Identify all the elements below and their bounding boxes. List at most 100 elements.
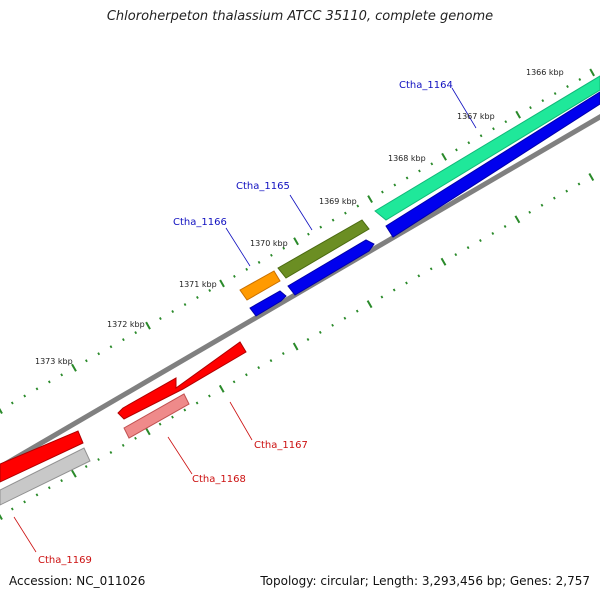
inner-minor-tick: [281, 352, 285, 356]
leader-ctha-1167: [229, 401, 253, 441]
inner-minor-tick: [208, 394, 211, 398]
gene-ctha-1169[interactable]: [0, 430, 84, 483]
scale-label-1372: 1372 kbp: [107, 320, 145, 329]
outer-minor-tick: [109, 345, 113, 349]
outer-minor-tick: [381, 190, 384, 194]
label-ctha-1165[interactable]: Ctha_1165: [236, 181, 290, 192]
forward-strand-features: [239, 75, 600, 317]
inner-minor-tick: [232, 380, 236, 384]
inner-minor-tick: [479, 239, 482, 243]
scale-label-1371: 1371 kbp: [179, 280, 217, 289]
gene-ctha-1168[interactable]: [123, 393, 190, 439]
inner-minor-tick: [23, 500, 26, 504]
outer-minor-tick: [183, 303, 187, 307]
inner-major-tick: [144, 427, 151, 436]
genome-summary-text: Topology: circular; Length: 3,293,456 bp…: [260, 574, 590, 588]
outer-minor-tick: [430, 162, 434, 166]
inner-minor-tick: [491, 231, 495, 235]
outer-minor-tick: [553, 92, 557, 96]
inner-minor-tick: [355, 309, 359, 313]
inner-major-tick: [366, 300, 373, 309]
inner-minor-tick: [84, 465, 88, 469]
outer-major-tick: [367, 195, 373, 204]
scale-label-1367: 1367 kbp: [457, 112, 495, 121]
cds-ctha-1169[interactable]: [0, 447, 91, 506]
inner-major-tick: [588, 173, 595, 181]
inner-major-tick: [71, 469, 77, 478]
outer-minor-tick: [331, 218, 335, 222]
outer-minor-tick: [208, 288, 212, 292]
inner-major-tick: [440, 257, 447, 266]
outer-minor-tick: [319, 225, 323, 229]
inner-minor-tick: [257, 366, 261, 370]
gene-ctha-1164[interactable]: [374, 75, 600, 221]
outer-minor-tick: [270, 253, 273, 257]
outer-minor-tick: [356, 204, 360, 208]
outer-minor-tick: [245, 267, 249, 271]
gene-ctha-1165[interactable]: [277, 219, 370, 279]
cds-ctha-1164[interactable]: [385, 91, 600, 238]
outer-major-tick: [71, 363, 77, 372]
inner-minor-tick: [466, 246, 470, 250]
gene-labels: Ctha_1164 Ctha_1165 Ctha_1166 Ctha_1167 …: [38, 80, 453, 566]
outer-minor-tick: [257, 260, 261, 264]
inner-minor-tick: [429, 267, 433, 271]
inner-major-tick: [218, 384, 225, 393]
gene-ctha-1166[interactable]: [239, 270, 281, 301]
outer-major-tick: [219, 279, 225, 288]
outer-minor-tick: [233, 274, 236, 278]
label-ctha-1167[interactable]: Ctha_1167: [254, 440, 308, 451]
outer-minor-tick: [541, 99, 545, 103]
inner-tick-track: [0, 173, 595, 520]
scale-label-1370: 1370 kbp: [250, 239, 288, 248]
inner-minor-tick: [171, 415, 174, 419]
accession-text: Accession: NC_011026: [9, 574, 146, 588]
outer-minor-tick: [35, 387, 39, 391]
outer-minor-tick: [578, 78, 582, 81]
outer-minor-tick: [48, 380, 51, 384]
map-title: Chloroherpeton thalassium ATCC 35110, co…: [106, 9, 494, 24]
outer-minor-tick: [97, 352, 101, 356]
label-ctha-1166[interactable]: Ctha_1166: [173, 217, 227, 228]
outer-minor-tick: [418, 169, 421, 173]
inner-minor-tick: [380, 295, 384, 299]
inner-minor-tick: [343, 316, 347, 320]
outer-minor-tick: [307, 232, 310, 236]
inner-minor-tick: [392, 288, 396, 292]
inner-minor-tick: [318, 330, 322, 334]
leader-ctha-1164: [451, 87, 477, 129]
scale-labels: 1366 kbp 1367 kbp 1368 kbp 1369 kbp 1370…: [35, 68, 564, 366]
cds-ctha-1165[interactable]: [287, 239, 375, 296]
inner-minor-tick: [245, 373, 248, 377]
inner-minor-tick: [306, 337, 310, 341]
outer-minor-tick: [85, 359, 88, 363]
outer-minor-tick: [504, 120, 508, 124]
inner-minor-tick: [60, 479, 63, 483]
inner-minor-tick: [183, 408, 187, 412]
inner-major-tick: [514, 215, 521, 224]
scale-label-1369: 1369 kbp: [319, 197, 357, 206]
label-ctha-1168[interactable]: Ctha_1168: [192, 474, 246, 485]
inner-major-tick: [0, 513, 3, 520]
outer-minor-tick: [134, 331, 138, 335]
label-ctha-1164[interactable]: Ctha_1164: [399, 80, 453, 91]
inner-minor-tick: [134, 436, 137, 440]
outer-minor-tick: [479, 134, 483, 138]
outer-minor-tick: [10, 401, 14, 405]
scale-label-1373: 1373 kbp: [35, 357, 73, 366]
outer-minor-tick: [566, 85, 569, 89]
outer-tick-track: [0, 68, 595, 414]
outer-minor-tick: [122, 338, 125, 342]
inner-minor-tick: [405, 281, 408, 285]
inner-minor-tick: [553, 196, 556, 200]
gene-ctha-1167[interactable]: [117, 341, 247, 420]
inner-minor-tick: [121, 443, 125, 447]
inner-minor-tick: [97, 458, 100, 461]
outer-minor-tick: [405, 176, 409, 180]
label-ctha-1169[interactable]: Ctha_1169: [38, 555, 92, 566]
cds-ctha-1166[interactable]: [249, 290, 287, 317]
inner-minor-tick: [109, 450, 113, 454]
inner-minor-tick: [417, 274, 421, 278]
inner-minor-tick: [565, 189, 569, 193]
inner-minor-tick: [331, 323, 334, 327]
